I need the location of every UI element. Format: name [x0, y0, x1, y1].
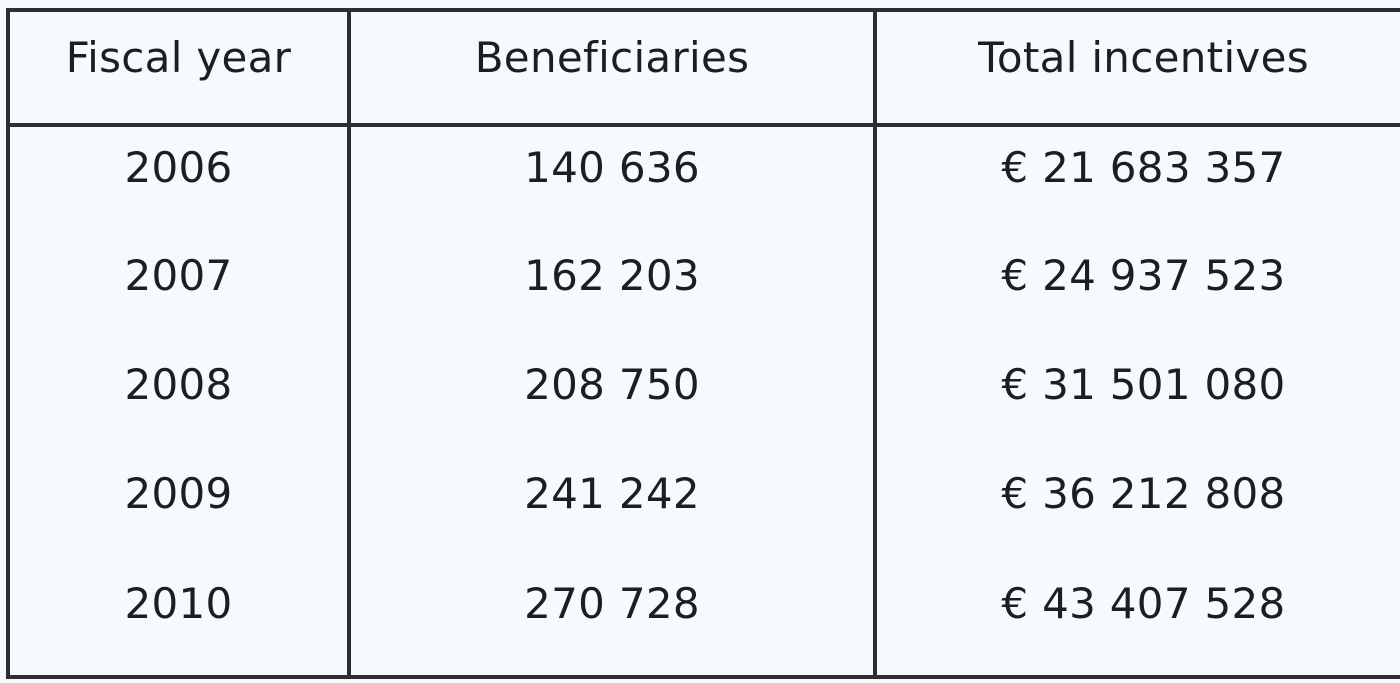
cell-fiscal-year: 2007	[124, 250, 233, 300]
cell-total-incentives: € 31 501 080	[1001, 359, 1286, 409]
cell-fiscal-year: 2009	[124, 468, 233, 518]
header-beneficiaries: Beneficiaries	[474, 33, 750, 82]
cell-beneficiaries: 162 203	[524, 250, 700, 300]
cell-beneficiaries: 270 728	[524, 578, 700, 628]
cell-beneficiaries: 241 242	[524, 468, 700, 518]
cell-total-incentives: € 43 407 528	[1001, 578, 1286, 628]
cell-beneficiaries: 208 750	[524, 359, 700, 409]
header-total-incentives: Total incentives	[978, 33, 1309, 82]
header-fiscal-year: Fiscal year	[65, 33, 292, 82]
cell-total-incentives: € 21 683 357	[1001, 142, 1286, 192]
cell-fiscal-year: 2010	[124, 578, 233, 628]
column-divider	[873, 12, 877, 675]
column-divider	[347, 12, 351, 675]
cell-beneficiaries: 140 636	[524, 142, 700, 192]
cell-total-incentives: € 36 212 808	[1001, 468, 1286, 518]
data-table: Fiscal year Beneficiaries Total incentiv…	[6, 8, 1400, 679]
header-divider	[10, 123, 1400, 127]
cell-total-incentives: € 24 937 523	[1001, 250, 1286, 300]
cell-fiscal-year: 2008	[124, 359, 233, 409]
cell-fiscal-year: 2006	[124, 142, 233, 192]
